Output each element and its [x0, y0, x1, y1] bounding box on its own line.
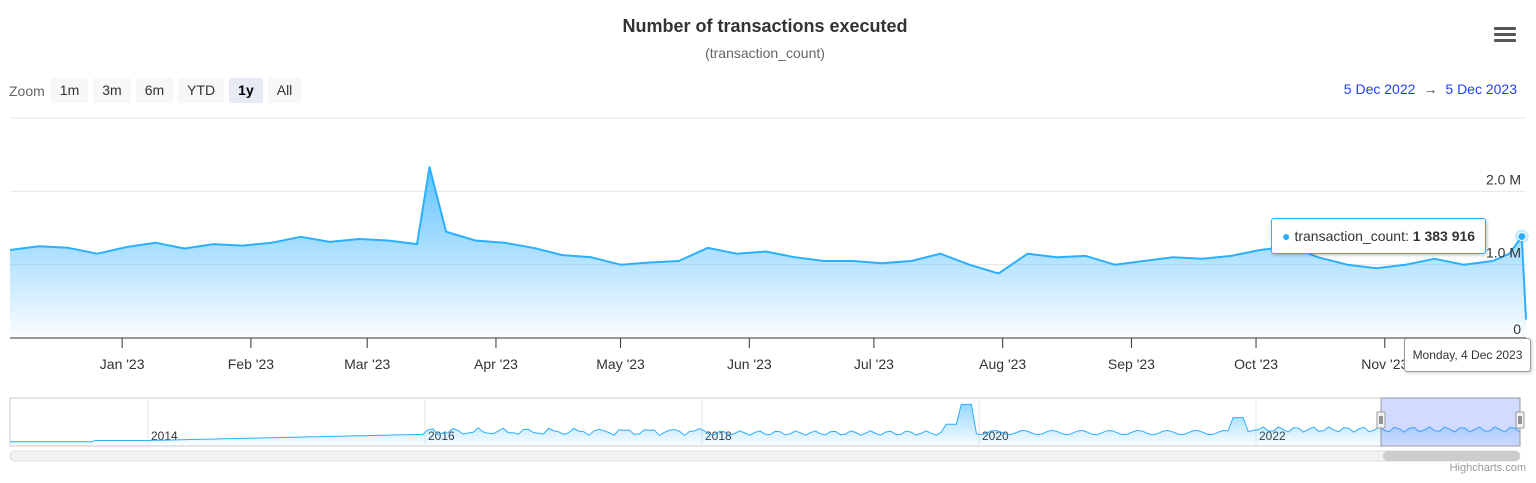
scrollbar-thumb [1383, 451, 1520, 461]
tooltip-series: transaction_count [1294, 228, 1405, 244]
zoom-button-ytd[interactable]: YTD [178, 78, 225, 103]
navigator-line [10, 403, 1521, 443]
date-tooltip: Monday, 4 Dec 2023 [1404, 338, 1531, 372]
y-tick-label: 1.0 M [1486, 245, 1521, 261]
range-arrow-icon: → [1423, 81, 1438, 97]
y-tick-label: 0 [1513, 321, 1521, 337]
tooltip-value: 1 383 916 [1412, 228, 1476, 244]
zoom-button-1y[interactable]: 1y [229, 78, 263, 103]
navigator-tick-label: 2016 [428, 429, 455, 443]
zoom-selector: Zoom 1m 3m 6m YTD 1y All [9, 78, 306, 103]
zoom-button-1m[interactable]: 1m [50, 78, 89, 103]
navigator-selection [1380, 397, 1521, 447]
zoom-button-all[interactable]: All [267, 78, 302, 103]
series-tooltip: ● transaction_count: 1 383 916 [1271, 218, 1487, 254]
x-tick-label: Nov '23 [1361, 356, 1408, 372]
x-tick-label: Jan '23 [100, 356, 145, 372]
y-axis-labels: 0 1.0 M 2.0 M [1486, 171, 1521, 337]
x-tick-label: Mar '23 [344, 356, 390, 372]
hover-point [1517, 232, 1527, 242]
hamburger-menu-icon[interactable] [1494, 27, 1516, 47]
date-range-input: 5 Dec 2022 → 5 Dec 2023 [1344, 81, 1517, 97]
navigator-handle-left [1376, 411, 1386, 429]
chart-subtitle: (transaction_count) [705, 45, 825, 61]
hover-marker [1514, 229, 1529, 244]
chart-title: Number of transactions executed [622, 16, 908, 36]
x-tick-label: Apr '23 [474, 356, 518, 372]
x-tick-label: Jul '23 [854, 356, 894, 372]
range-to-date[interactable]: 5 Dec 2023 [1445, 81, 1517, 97]
x-tick-label: Sep '23 [1108, 356, 1155, 372]
highcharts-credit[interactable]: Highcharts.com [1449, 462, 1526, 474]
navigator-tick-label: 2022 [1259, 429, 1286, 443]
zoom-label: Zoom [9, 82, 45, 99]
navigator-tick-label: 2018 [705, 429, 732, 443]
x-tick-label: Feb '23 [228, 356, 274, 372]
navigator-area [10, 404, 1520, 446]
navigator-frame [9, 397, 1521, 447]
hover-halo [1514, 229, 1529, 244]
y-tick-label: 2.0 M [1486, 171, 1521, 187]
navigator-tick-label: 2014 [151, 429, 178, 443]
navigator-tick-label: 2020 [982, 429, 1009, 443]
navigator: 2014 2016 2018 2020 2022 [9, 397, 1525, 462]
zoom-button-6m[interactable]: 6m [135, 78, 174, 103]
scrollbar-track [9, 450, 1521, 462]
tooltip-dot-icon: ● [1282, 228, 1291, 244]
zoom-button-3m[interactable]: 3m [93, 78, 131, 103]
navigator-handle-right [1515, 411, 1525, 429]
x-tick-label: Jun '23 [727, 356, 772, 372]
x-tick-label: Oct '23 [1234, 356, 1278, 372]
x-tick-label: Aug '23 [979, 356, 1026, 372]
x-tick-label: May '23 [596, 356, 645, 372]
x-axis-ticks: Jan '23 Feb '23 Mar '23 Apr '23 May '23 Jun '… [100, 338, 1409, 372]
range-from-date[interactable]: 5 Dec 2022 [1343, 81, 1416, 97]
